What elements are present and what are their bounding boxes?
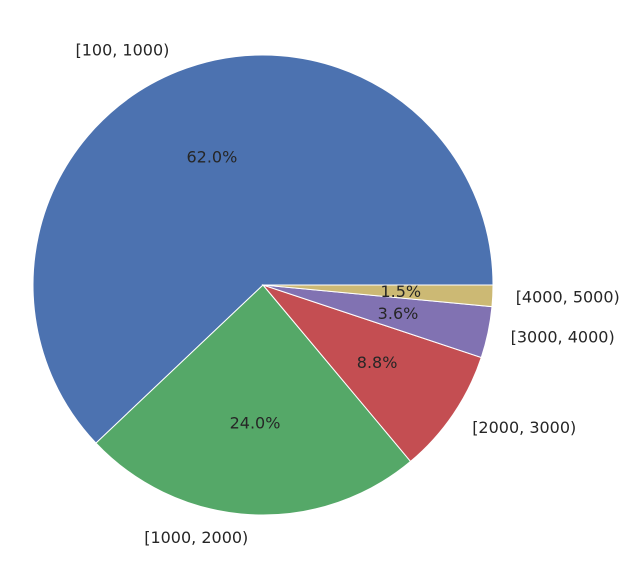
slice-percent-label: 62.0% <box>186 147 237 166</box>
slice-category-label: [1000, 2000) <box>144 528 248 547</box>
pie-slice <box>95 284 412 516</box>
pie-slice <box>261 283 482 463</box>
slice-category-label: [4000, 5000) <box>516 287 620 306</box>
slice-category-label: [2000, 3000) <box>472 418 576 437</box>
pie-slice <box>262 284 494 308</box>
pie-slice <box>32 54 494 444</box>
slice-category-label: [100, 1000) <box>75 40 169 59</box>
slice-percent-label: 3.6% <box>378 304 419 323</box>
slice-percent-label: 8.8% <box>357 353 398 372</box>
slice-percent-label: 24.0% <box>230 413 281 432</box>
slice-category-label: [3000, 4000) <box>511 328 615 347</box>
slice-percent-label: 1.5% <box>380 282 421 301</box>
